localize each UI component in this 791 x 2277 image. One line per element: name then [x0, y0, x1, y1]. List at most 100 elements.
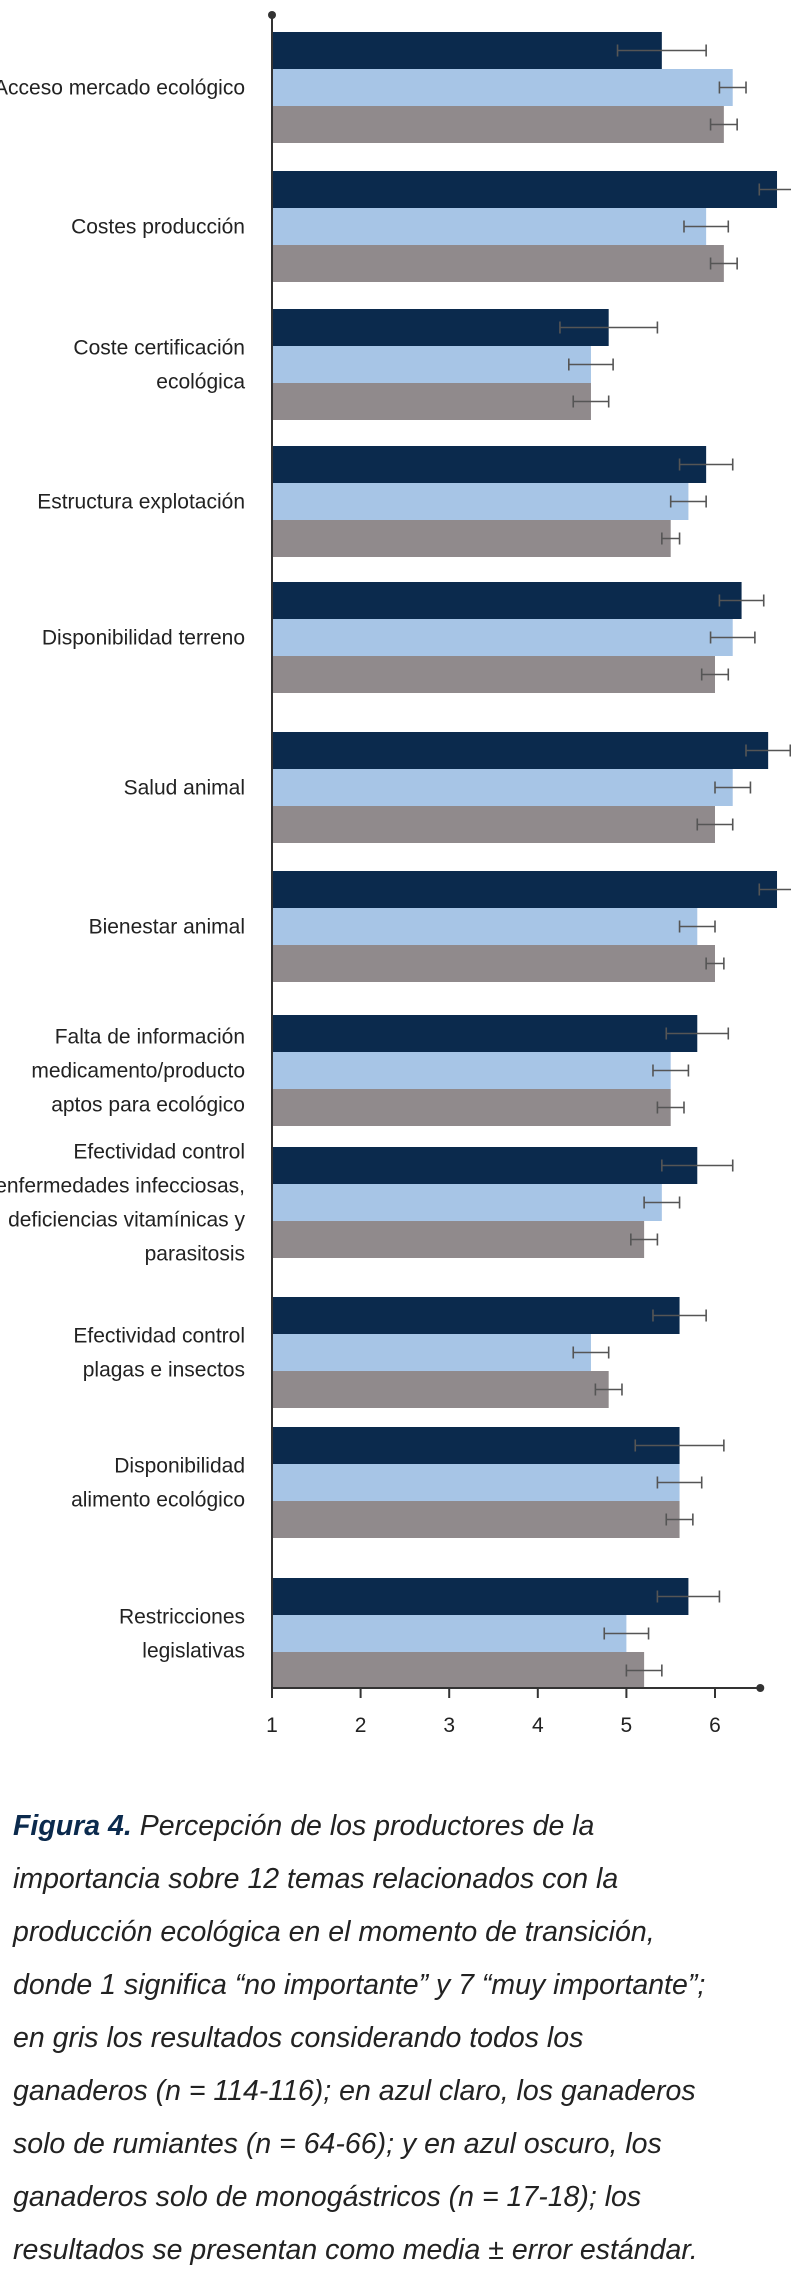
category-label-9-line-3: deficiencias vitamínicas y [8, 1209, 245, 1232]
error-bar-monogastricos-2 [758, 183, 791, 196]
category-label-2-line-1: Costes producción [71, 216, 245, 239]
bar-todos-6 [272, 806, 715, 843]
error-bar-todos-1 [709, 118, 738, 131]
caption-figure-label: Figura 4. [13, 1810, 132, 1842]
bar-monogastricos-5 [272, 582, 742, 619]
error-bar-monogastricos-10 [652, 1309, 707, 1322]
error-bar-rumiantes-11 [656, 1476, 703, 1489]
caption-text: Percepción de los productores de la impo… [13, 1810, 706, 2266]
error-bar-monogastricos-6 [745, 744, 791, 757]
bar-rumiantes-10 [272, 1334, 591, 1371]
error-bar-todos-8 [656, 1101, 685, 1114]
bar-todos-7 [272, 945, 715, 982]
error-bar-monogastricos-8 [665, 1027, 730, 1040]
error-bar-rumiantes-8 [652, 1064, 690, 1077]
error-bar-monogastricos-7 [758, 883, 791, 896]
bar-todos-1 [272, 106, 724, 143]
category-label-6-line-1: Salud animal [124, 777, 245, 800]
category-label-9-line-4: parasitosis [145, 1243, 245, 1266]
x-tick-label-2: 2 [355, 1714, 367, 1737]
bar-chart: 1 2 3 4 5 6 Acceso mercado ecológico Costes pr… [0, 11, 791, 1737]
bar-monogastricos-1 [272, 32, 662, 69]
x-tick-label-3: 3 [443, 1714, 455, 1737]
error-bar-todos-4 [661, 532, 681, 545]
error-bar-rumiantes-5 [709, 631, 756, 644]
bar-monogastricos-2 [272, 171, 778, 208]
bar-monogastricos-4 [272, 446, 707, 483]
bar-todos-4 [272, 520, 671, 557]
bar-todos-8 [272, 1089, 671, 1126]
error-bar-todos-10 [594, 1383, 623, 1396]
bar-todos-11 [272, 1501, 680, 1538]
error-bar-monogastricos-3 [559, 321, 659, 334]
error-bar-monogastricos-9 [661, 1159, 734, 1172]
category-label-3-line-2: ecológica [156, 371, 245, 394]
bar-todos-2 [272, 245, 724, 282]
category-label-10-line-2: plagas e insectos [83, 1359, 245, 1382]
bar-rumiantes-1 [272, 69, 733, 106]
bar-rumiantes-12 [272, 1615, 627, 1652]
category-label-9-line-1: Efectividad control [73, 1141, 245, 1164]
bar-todos-12 [272, 1652, 645, 1689]
error-bar-todos-2 [709, 257, 738, 270]
bar-todos-3 [272, 383, 591, 420]
category-label-8-line-3: aptos para ecológico [51, 1094, 245, 1117]
error-bar-monogastricos-12 [656, 1590, 721, 1603]
bar-todos-10 [272, 1371, 609, 1408]
error-bar-monogastricos-5 [718, 594, 765, 607]
error-bar-rumiantes-2 [683, 220, 730, 233]
category-label-7-line-1: Bienestar animal [89, 916, 245, 939]
bar-todos-9 [272, 1221, 645, 1258]
error-bar-rumiantes-9 [643, 1196, 681, 1209]
bar-rumiantes-2 [272, 208, 707, 245]
error-bars-layer [559, 44, 791, 1677]
bar-monogastricos-3 [272, 309, 609, 346]
bar-rumiantes-7 [272, 908, 698, 945]
bar-monogastricos-6 [272, 732, 769, 769]
figure-caption: Figura 4. Percepción de los productores … [13, 1800, 713, 2277]
error-bar-todos-5 [700, 668, 730, 681]
x-tick-label-5: 5 [621, 1714, 633, 1737]
category-label-8-line-1: Falta de información [55, 1026, 245, 1049]
x-tick-label-1: 1 [266, 1714, 278, 1737]
category-label-3-line-1: Coste certificación [73, 337, 245, 360]
error-bar-rumiantes-1 [718, 81, 747, 94]
bar-rumiantes-11 [272, 1464, 680, 1501]
bar-monogastricos-10 [272, 1297, 680, 1334]
error-bar-todos-9 [630, 1233, 659, 1246]
error-bar-todos-6 [696, 818, 734, 831]
bar-monogastricos-7 [272, 871, 778, 908]
error-bar-monogastricos-11 [634, 1439, 725, 1452]
error-bar-monogastricos-1 [616, 44, 707, 57]
bar-monogastricos-11 [272, 1427, 680, 1464]
error-bar-rumiantes-12 [603, 1627, 650, 1640]
category-label-12-line-2: legislativas [142, 1640, 245, 1663]
bar-monogastricos-8 [272, 1015, 698, 1052]
bar-todos-5 [272, 656, 715, 693]
bar-rumiantes-6 [272, 769, 733, 806]
error-bar-todos-3 [572, 395, 610, 408]
error-bar-todos-11 [665, 1513, 694, 1526]
bar-monogastricos-12 [272, 1578, 689, 1615]
category-label-12-line-1: Restricciones [119, 1606, 245, 1629]
category-labels: Acceso mercado ecológico Costes producció… [0, 77, 245, 1663]
bar-rumiantes-5 [272, 619, 733, 656]
x-axis-end-dot [756, 1684, 765, 1692]
bar-monogastricos-9 [272, 1147, 698, 1184]
y-axis-end-dot [268, 11, 276, 19]
bar-rumiantes-4 [272, 483, 689, 520]
x-tick-label-6: 6 [709, 1714, 721, 1737]
error-bar-todos-12 [625, 1664, 663, 1677]
category-label-11-line-2: alimento ecológico [71, 1489, 245, 1512]
category-label-9-line-2: enfermedades infecciosas, [0, 1175, 245, 1198]
category-label-10-line-1: Efectividad control [73, 1325, 245, 1348]
bar-rumiantes-3 [272, 346, 591, 383]
x-tick-label-4: 4 [532, 1714, 544, 1737]
error-bar-rumiantes-3 [568, 358, 614, 371]
category-label-11-line-1: Disponibilidad [114, 1455, 245, 1478]
bar-rumiantes-8 [272, 1052, 671, 1089]
category-label-1-line-1: Acceso mercado ecológico [0, 77, 245, 100]
error-bar-rumiantes-10 [572, 1346, 610, 1359]
category-label-4-line-1: Estructura explotación [37, 491, 245, 514]
error-bar-todos-7 [705, 957, 725, 970]
